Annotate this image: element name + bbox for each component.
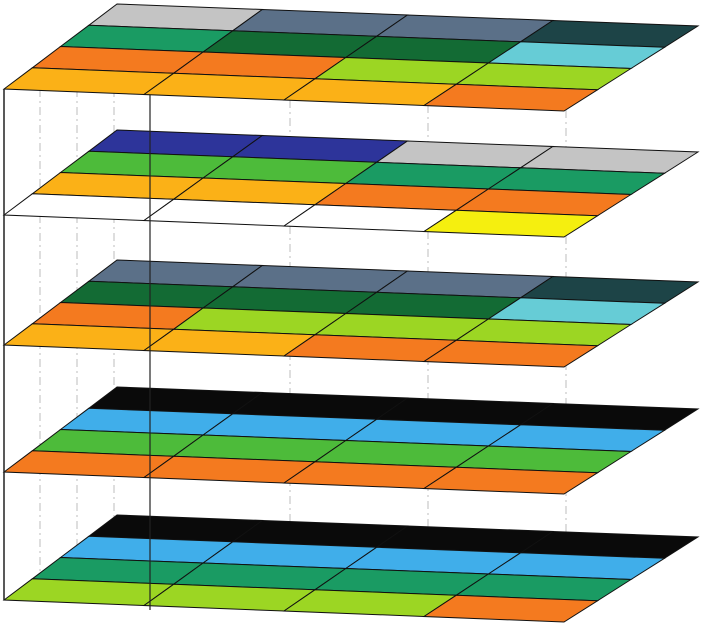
grid-cell <box>422 83 600 112</box>
layer-3 <box>2 259 700 368</box>
grid-cell <box>422 209 600 238</box>
frame-edges <box>3 89 151 610</box>
layer-1-top <box>2 3 700 112</box>
grid-cell <box>422 594 600 623</box>
layer-4 <box>2 386 700 495</box>
grid-cell <box>422 466 600 495</box>
grid-cell <box>422 339 600 368</box>
grid-layers <box>2 3 700 623</box>
layer-5-bottom <box>2 514 700 623</box>
layer-2 <box>2 129 700 238</box>
